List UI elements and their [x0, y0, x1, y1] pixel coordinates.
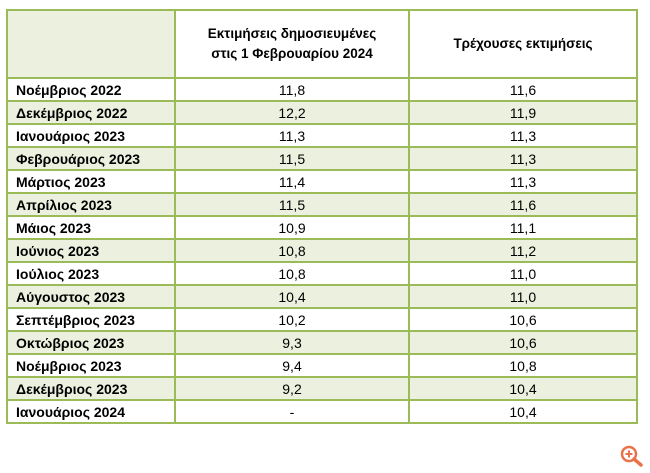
- estimates-table-container: Εκτιμήσεις δημοσιευμένες στις 1 Φεβρουαρ…: [6, 9, 638, 424]
- published-estimate-cell: 11,8: [174, 77, 410, 102]
- published-estimate-cell: 9,4: [174, 353, 410, 378]
- table-row: Νοέμβριος 2023 9,4 10,8: [6, 353, 638, 378]
- current-estimate-cell: 11,0: [408, 261, 638, 286]
- table-row: Ιούλιος 2023 10,8 11,0: [6, 261, 638, 286]
- current-estimate-cell: 11,3: [408, 123, 638, 148]
- table-row: Φεβρουάριος 2023 11,5 11,3: [6, 146, 638, 171]
- current-estimate-cell: 11,3: [408, 146, 638, 171]
- table-row: Οκτώβριος 2023 9,3 10,6: [6, 330, 638, 355]
- published-estimate-cell: 10,2: [174, 307, 410, 332]
- current-estimate-cell: 11,2: [408, 238, 638, 263]
- current-estimate-cell: 10,6: [408, 330, 638, 355]
- month-cell: Ιανουάριος 2023: [6, 123, 176, 148]
- month-cell: Νοέμβριος 2022: [6, 77, 176, 102]
- month-cell: Νοέμβριος 2023: [6, 353, 176, 378]
- table-row: Σεπτέμβριος 2023 10,2 10,6: [6, 307, 638, 332]
- published-estimate-cell: 10,4: [174, 284, 410, 309]
- table-row: Απρίλιος 2023 11,5 11,6: [6, 192, 638, 217]
- table-row: Ιούνιος 2023 10,8 11,2: [6, 238, 638, 263]
- month-cell: Δεκέμβριος 2022: [6, 100, 176, 125]
- current-estimate-cell: 11,0: [408, 284, 638, 309]
- published-estimate-cell: 9,2: [174, 376, 410, 401]
- current-estimate-cell: 11,1: [408, 215, 638, 240]
- zoom-in-icon[interactable]: [619, 444, 645, 468]
- month-cell: Ιούνιος 2023: [6, 238, 176, 263]
- header-month: [6, 9, 176, 79]
- current-estimate-cell: 10,6: [408, 307, 638, 332]
- header-published-line1: Εκτιμήσεις δημοσιευμένες: [207, 26, 377, 41]
- header-current-estimates: Τρέχουσες εκτιμήσεις: [408, 9, 638, 79]
- published-estimate-cell: 9,3: [174, 330, 410, 355]
- month-cell: Μάρτιος 2023: [6, 169, 176, 194]
- table-body: Νοέμβριος 2022 11,8 11,6 Δεκέμβριος 2022 12,…: [6, 77, 638, 424]
- month-cell: Ιούλιος 2023: [6, 261, 176, 286]
- table-row: Ιανουάριος 2024-10,4: [6, 399, 638, 424]
- table-row: Αύγουστος 2023 10,4 11,0: [6, 284, 638, 309]
- published-estimate-cell: 10,8: [174, 261, 410, 286]
- published-estimate-cell: 10,8: [174, 238, 410, 263]
- month-cell: Απρίλιος 2023: [6, 192, 176, 217]
- published-estimate-cell: 12,2: [174, 100, 410, 125]
- month-cell: Μάιος 2023: [6, 215, 176, 240]
- current-estimate-cell: 10,4: [408, 376, 638, 401]
- month-cell: Αύγουστος 2023: [6, 284, 176, 309]
- header-published-estimates: Εκτιμήσεις δημοσιευμένες στις 1 Φεβρουαρ…: [174, 9, 410, 79]
- table-row: Νοέμβριος 2022 11,8 11,6: [6, 77, 638, 102]
- current-estimate-cell: 10,4: [408, 399, 638, 424]
- table-row: Δεκέμβριος 2023 9,2 10,4: [6, 376, 638, 401]
- table-row: Ιανουάριος 2023 11,3 11,3: [6, 123, 638, 148]
- current-estimate-cell: 11,9: [408, 100, 638, 125]
- current-estimate-cell: 11,3: [408, 169, 638, 194]
- table-row: Μάιος 2023 10,9 11,1: [6, 215, 638, 240]
- published-estimate-cell: 11,4: [174, 169, 410, 194]
- current-estimate-cell: 11,6: [408, 192, 638, 217]
- published-estimate-cell: 11,5: [174, 146, 410, 171]
- published-estimate-cell: -: [174, 399, 410, 424]
- published-estimate-cell: 11,5: [174, 192, 410, 217]
- header-published-line2: στις 1 Φεβρουαρίου 2024: [211, 46, 373, 61]
- current-estimate-cell: 11,6: [408, 77, 638, 102]
- month-cell: Ιανουάριος 2024: [6, 399, 176, 424]
- month-cell: Οκτώβριος 2023: [6, 330, 176, 355]
- published-estimate-cell: 11,3: [174, 123, 410, 148]
- table-row: Δεκέμβριος 2022 12,2 11,9: [6, 100, 638, 125]
- month-cell: Φεβρουάριος 2023: [6, 146, 176, 171]
- current-estimate-cell: 10,8: [408, 353, 638, 378]
- month-cell: Δεκέμβριος 2023: [6, 376, 176, 401]
- header-row: Εκτιμήσεις δημοσιευμένες στις 1 Φεβρουαρ…: [6, 9, 638, 79]
- month-cell: Σεπτέμβριος 2023: [6, 307, 176, 332]
- estimates-table: Εκτιμήσεις δημοσιευμένες στις 1 Φεβρουαρ…: [6, 9, 638, 424]
- table-row: Μάρτιος 2023 11,4 11,3: [6, 169, 638, 194]
- published-estimate-cell: 10,9: [174, 215, 410, 240]
